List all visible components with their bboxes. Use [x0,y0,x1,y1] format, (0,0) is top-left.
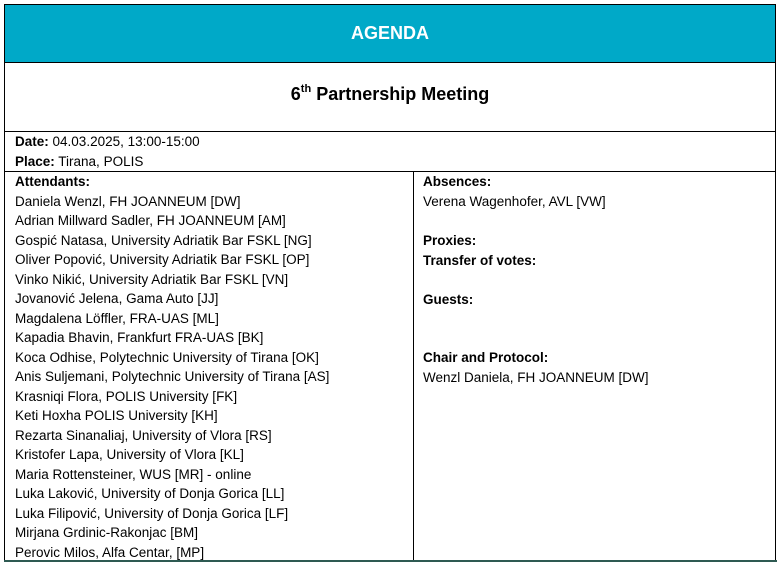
attendant: Anis Suljemani, Polytechnic University o… [15,369,330,384]
transfer-label: Transfer of votes: [423,252,537,268]
guests-label: Guests: [423,291,474,307]
attendant: Gospić Natasa, University Adriatik Bar F… [15,232,312,248]
proxies-label: Proxies: [423,233,477,248]
attendant: Kristofer Lapa, University of Vlora [KL] [15,447,244,462]
title-text: Partnership Meeting [316,84,490,104]
attendant: Vinko Nikić, University Adriatik Bar FSK… [15,271,289,287]
place-line: Place: Tirana, POLIS [15,152,143,172]
date-label: Date: [15,134,49,149]
row-border [4,62,776,63]
attendant: Keti Hoxha POLIS University [KH] [15,408,218,423]
attendant: Oliver Popović, University Adriatik Bar … [15,252,310,267]
header-title: AGENDA [350,23,429,43]
attendant: Mirjana Grdinic-Rakonjac [BM] [15,525,199,540]
row-border [4,131,776,132]
date-line: Date: 04.03.2025, 13:00-15:00 [15,132,200,152]
place-label: Place: [15,153,55,169]
title-suffix: th [300,83,312,95]
attendant: Kapadia Bhavin, Frankfurt FRA-UAS [BK] [15,330,264,345]
attendant: Rezarta Sinanaliaj, University of Vlora … [15,427,272,443]
title-ordinal: 6 [290,84,301,104]
absences-label: Absences: [423,174,492,189]
attendant: Adrian Millward Sadler, FH JOANNEUM [AM] [15,213,286,228]
attendant: Perovic Milos, Alfa Centar, [MP] [15,544,205,560]
attendant: Maria Rottensteiner, WUS [MR] - online [15,466,252,482]
attendant: Luka Laković, University of Donja Gorica… [15,486,285,501]
attendant: Magdalena Löffler, FRA-UAS [ML] [15,310,219,326]
attendant: Koca Odhise, Polytechnic University of T… [15,349,319,365]
table-frame [4,4,776,560]
attendant: Jovanović Jelena, Gama Auto [JJ] [15,291,219,306]
chair-value: Wenzl Daniela, FH JOANNEUM [DW] [423,369,649,385]
chair-label: Chair and Protocol: [423,350,549,365]
meeting-title: 6th Partnership Meeting [4,83,776,105]
bottom-edge [4,560,777,562]
date-value: 04.03.2025, 13:00-15:00 [52,134,200,149]
header-band: AGENDA [4,4,776,62]
attendants-label: Attendants: [15,174,90,189]
column-border [413,171,414,560]
row-border [4,171,776,172]
attendant: Luka Filipović, University of Donja Gori… [15,505,289,521]
absence: Verena Wagenhofer, AVL [VW] [423,193,606,209]
attendant: Daniela Wenzl, FH JOANNEUM [DW] [15,193,241,209]
attendant: Krasniqi Flora, POLIS University [FK] [15,388,238,404]
place-value: Tirana, POLIS [58,153,144,169]
